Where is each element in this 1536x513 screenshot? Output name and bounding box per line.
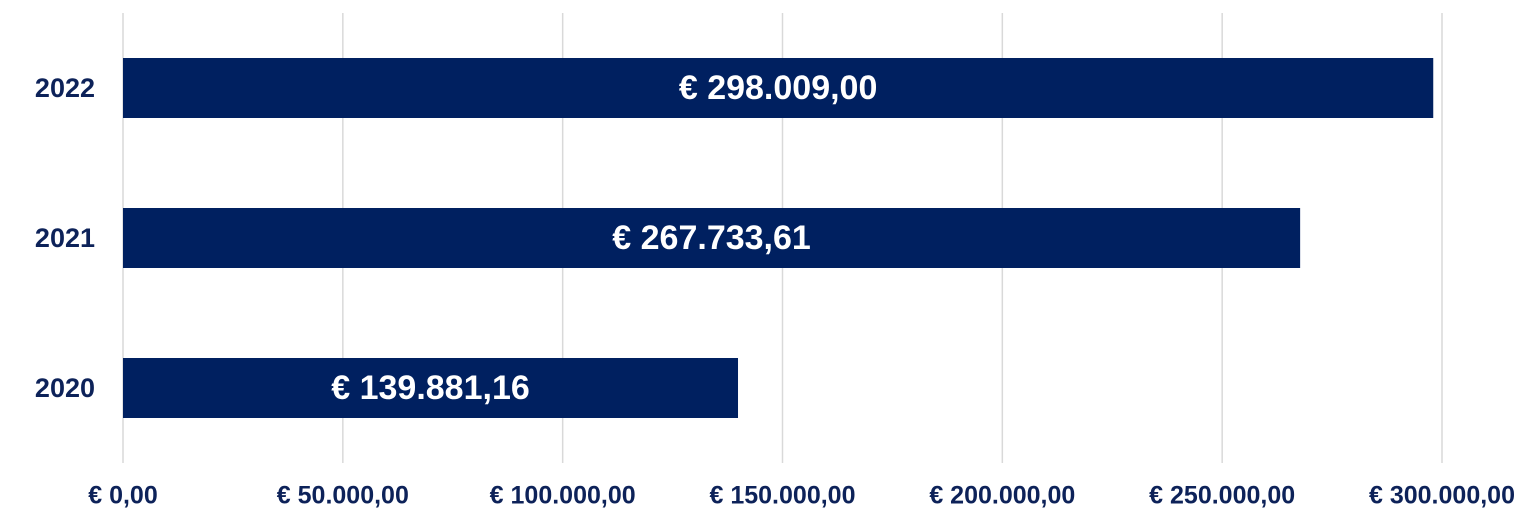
y-tick-label: 2021	[35, 223, 95, 253]
x-tick-label: € 0,00	[88, 482, 158, 510]
value-label: € 298.009,00	[679, 69, 878, 107]
x-tick-label: € 150.000,00	[710, 482, 856, 510]
x-tick-label: € 50.000,00	[277, 482, 409, 510]
x-tick-label: € 200.000,00	[929, 482, 1075, 510]
bar	[123, 58, 1434, 118]
y-tick-label: 2022	[35, 73, 95, 103]
bar	[123, 358, 739, 418]
x-tick-label: € 250.000,00	[1149, 482, 1295, 510]
x-tick-label: € 300.000,00	[1369, 482, 1515, 510]
bar	[123, 208, 1301, 268]
y-tick-label: 2020	[35, 373, 95, 403]
value-label: € 139.881,16	[331, 369, 530, 407]
x-tick-label: € 100.000,00	[490, 482, 636, 510]
value-label: € 267.733,61	[612, 219, 811, 257]
